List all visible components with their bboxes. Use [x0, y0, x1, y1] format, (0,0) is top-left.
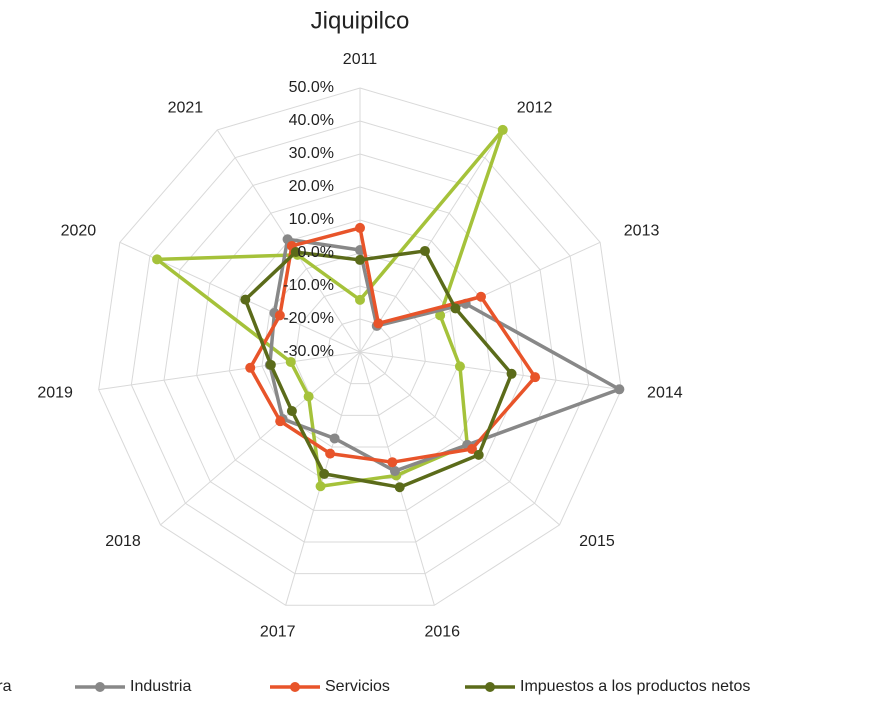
r-tick-label: -10.0%	[283, 277, 334, 294]
data-point	[450, 303, 461, 314]
r-tick-label: 0.0%	[298, 244, 334, 261]
category-label: 2014	[647, 384, 683, 401]
legend-label: Impuestos a los productos netos	[520, 678, 750, 695]
category-label: 2011	[343, 51, 378, 68]
data-point	[274, 310, 285, 321]
data-point	[240, 294, 251, 305]
r-tick-label: 40.0%	[289, 112, 334, 129]
data-point	[394, 482, 405, 493]
data-point	[286, 405, 297, 416]
data-point	[473, 449, 484, 460]
r-tick-label: -20.0%	[283, 310, 334, 327]
legend-label: Servicios	[325, 678, 390, 695]
data-point	[355, 294, 365, 305]
grid-ring	[196, 186, 524, 511]
category-label: 2017	[260, 623, 296, 640]
data-point	[497, 124, 508, 135]
data-point	[475, 291, 486, 302]
r-tick-label: -30.0%	[283, 343, 334, 360]
data-point	[466, 444, 477, 455]
data-point	[245, 362, 256, 373]
data-point	[355, 254, 365, 265]
grid-ring	[294, 285, 426, 416]
r-tick-label: 20.0%	[289, 178, 334, 195]
spoke	[359, 351, 560, 526]
data-point	[325, 448, 336, 459]
data-point	[265, 359, 276, 370]
category-label: 2013	[624, 223, 660, 240]
chart-title: Jiquipilco	[311, 7, 410, 34]
category-label: 2018	[105, 533, 141, 550]
data-point	[435, 310, 446, 321]
category-label: 2020	[61, 223, 97, 240]
spoke	[359, 351, 622, 391]
data-point	[387, 457, 398, 468]
legend-marker	[95, 682, 105, 692]
category-label: 2015	[579, 533, 615, 550]
data-point	[530, 372, 541, 383]
data-point	[329, 433, 340, 444]
r-tick-label: 30.0%	[289, 145, 334, 162]
spoke	[98, 351, 361, 391]
category-label: 2012	[517, 99, 553, 116]
data-point	[389, 466, 400, 477]
data-point	[319, 468, 330, 479]
series-line	[248, 226, 537, 464]
data-point	[355, 222, 365, 233]
legend-label: Industria	[130, 678, 191, 695]
spoke	[359, 129, 504, 353]
legend-label: Agricultura	[0, 678, 12, 695]
spoke	[160, 351, 361, 526]
category-label: 2019	[37, 384, 73, 401]
data-point	[614, 384, 625, 395]
grid-ring	[98, 87, 622, 606]
data-point	[303, 391, 314, 402]
category-label: 2021	[168, 99, 204, 116]
series-line	[243, 249, 514, 489]
legend-marker	[290, 682, 300, 692]
legend-marker	[485, 682, 495, 692]
data-point	[419, 245, 430, 256]
category-label: 2016	[424, 623, 460, 640]
data-point	[290, 247, 301, 258]
data-point	[373, 318, 384, 329]
data-point	[285, 356, 296, 367]
grid-ring	[326, 318, 394, 385]
grid-ring	[163, 153, 557, 543]
data-point	[275, 416, 286, 427]
data-point	[506, 368, 517, 379]
grid-ring	[130, 120, 590, 575]
r-tick-label: 10.0%	[289, 211, 334, 228]
data-point	[315, 481, 326, 492]
data-point	[454, 361, 465, 372]
r-tick-label: 50.0%	[289, 79, 334, 96]
data-point	[152, 254, 163, 265]
